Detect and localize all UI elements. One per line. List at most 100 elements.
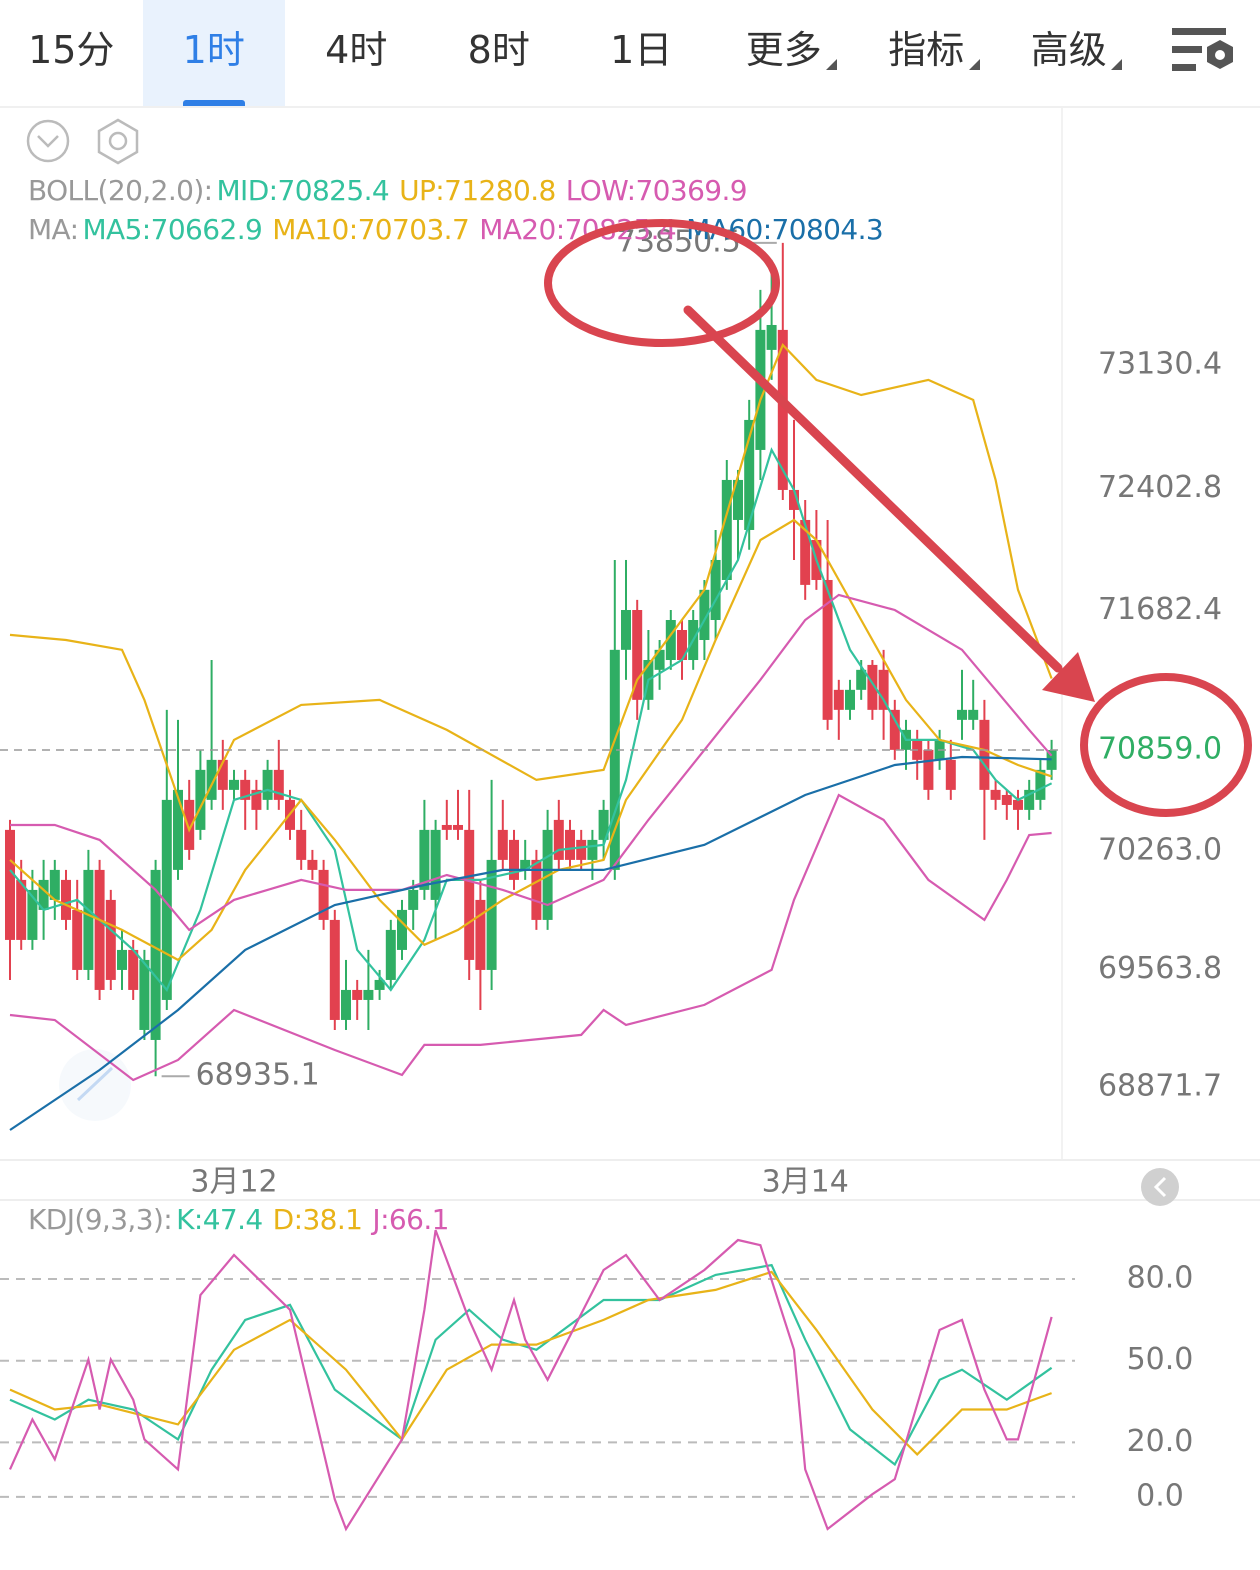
candle-body [430,829,441,900]
legend-item: KDJ(9,3,3): [28,1203,173,1236]
x-tick-label: 3月12 [190,1165,277,1200]
candle-body [587,839,598,860]
y-tick-label: 71682.4 [1098,592,1222,627]
y-tick-label: 80.0 [1127,1260,1194,1295]
candle-body [307,859,318,870]
tab[interactable]: 4时 [325,28,388,72]
candle-body [38,879,49,910]
reset-icon[interactable] [1141,1168,1179,1206]
candle-body [464,829,475,960]
candle-body [16,879,27,940]
candle-body [318,869,329,920]
candle-body [677,629,687,661]
candle-body [945,759,956,790]
x-tick-label: 3月14 [762,1165,849,1200]
legend-item: J:66.1 [372,1203,449,1236]
legend-item: MA10:70703.7 [272,213,470,246]
candle-body [979,719,990,790]
series-line [9,755,1052,1131]
candle-body [329,919,340,1020]
legend-item: LOW:70369.9 [565,174,748,207]
series-line [9,793,1052,1082]
series-line [9,1263,1053,1467]
candle-body [61,879,71,920]
legend: KDJ(9,3,3): K:47.4 D:38.1 J:66.1 [28,1203,459,1236]
candle-body [296,829,307,860]
legend-item: BOLL(20,2.0): [28,174,213,207]
candle-body [117,949,127,970]
expand-icon[interactable] [59,1049,131,1121]
candle-body [150,869,161,1040]
candle-body [845,689,855,710]
candle-body [576,839,587,860]
candle-body [363,989,374,1000]
legend-item: UP:71280.8 [399,174,556,207]
candle-body [27,889,38,940]
candle-body [352,989,363,1000]
candle-body [240,779,251,800]
legend: BOLL(20,2.0): MID:70825.4 UP:71280.8 LOW:70… [28,174,757,207]
tab[interactable]: 15分 [28,28,115,72]
legend-item: MA20:70825.4 [479,213,677,246]
tab[interactable]: 高级 [998,0,1141,106]
candle-body [441,824,452,830]
candle-body [419,829,430,890]
candle-body [766,324,777,350]
candle-body [139,959,150,1030]
y-tick-label: 70263.0 [1098,833,1222,868]
tab[interactable]: 8时 [467,28,530,72]
legend-item: MA5:70662.9 [82,213,263,246]
candle-body [72,909,83,970]
candle-body [878,669,889,710]
candle-body [889,709,900,750]
candle-body [475,899,486,970]
candle-body [609,649,620,870]
tab[interactable]: 指标 [855,0,998,106]
candle-body [217,759,228,790]
tab[interactable]: 1日 [610,28,673,72]
candle-body [553,819,564,860]
y-tick-label: 50.0 [1127,1342,1194,1377]
legend-item: K:47.4 [176,1203,263,1236]
settings-icon[interactable] [97,118,139,165]
y-tick-label: 0.0 [1136,1478,1184,1513]
legend-item: MID:70825.4 [216,174,390,207]
series-line [8,1229,1053,1532]
collapse-icon[interactable] [26,119,70,163]
legend-item: D:38.1 [272,1203,363,1236]
candle-body [251,789,262,810]
candle-body [632,609,643,700]
candle-body [968,709,979,720]
candle-body [173,789,183,870]
candle-body [408,889,419,910]
candle-body [923,749,934,790]
y-tick-label: 72402.8 [1098,470,1222,505]
candle-body [598,809,609,840]
tab-bar: 15分 1时 4时 8时 1日 更多 指标 高级 [0,0,1260,108]
tab[interactable]: 1时 [142,0,285,106]
candle-body [1024,789,1035,810]
candle-body [262,769,273,800]
candle-body [621,609,631,650]
series-line [9,447,1053,992]
candle-body [520,859,531,870]
candle-body [453,824,463,830]
candle-body [565,829,575,860]
chart-settings-icon[interactable] [1140,0,1260,106]
candle-body [184,799,195,850]
y-tick-label: 73130.4 [1098,346,1222,381]
candle-body [1013,799,1023,810]
candle-body [665,619,676,661]
candle-body [1046,750,1057,770]
last-price-label: 70859.0 [1098,732,1222,767]
candle-body [94,869,105,990]
candle-body [531,859,542,920]
y-tick-label: 68871.7 [1098,1068,1222,1103]
candle-body [654,649,665,670]
tab[interactable]: 更多 [713,0,856,106]
candle-body [509,839,519,880]
candle-body [957,709,967,720]
legend-item: MA: [28,213,79,246]
candle-body [721,479,732,580]
candle-body [341,989,351,1020]
